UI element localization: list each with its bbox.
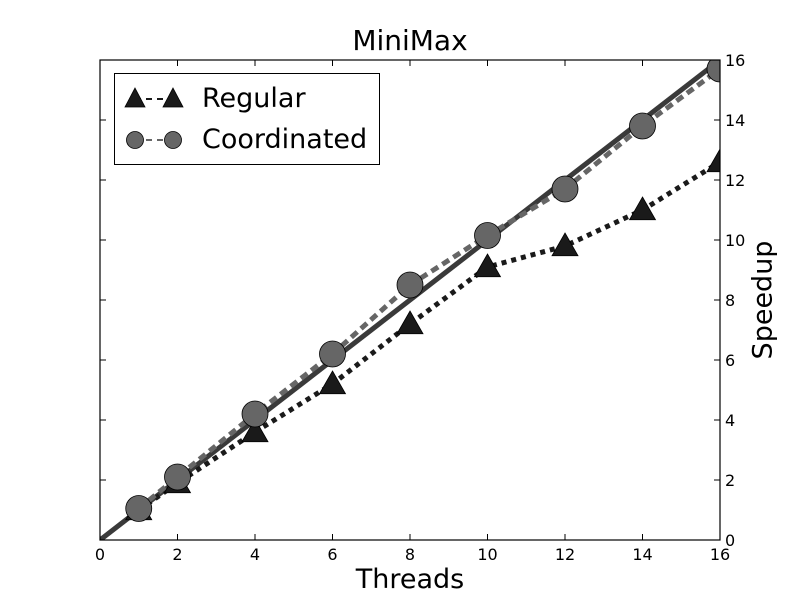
y-tick-label: 16 — [725, 51, 745, 70]
legend-item-regular: Regular — [115, 78, 379, 118]
data-point-regular — [241, 418, 269, 443]
data-point-coordinated — [629, 112, 656, 140]
x-tick-label: 8 — [405, 545, 415, 564]
data-point-coordinated — [396, 271, 424, 299]
y-tick-label: 4 — [725, 411, 735, 430]
y-tick-label: 12 — [725, 171, 745, 190]
data-point-regular — [396, 310, 424, 335]
data-point-coordinated — [164, 463, 191, 491]
data-point-coordinated — [241, 400, 269, 428]
data-point-coordinated — [474, 222, 501, 249]
data-point-regular — [318, 370, 347, 395]
y-tick-label: 6 — [725, 351, 735, 370]
x-tick-label: 12 — [555, 545, 575, 564]
data-point-regular — [706, 148, 720, 173]
x-axis-label: Threads — [355, 564, 465, 595]
data-point-coordinated — [319, 340, 346, 368]
y-tick-label: 14 — [725, 111, 745, 130]
legend-circle-marker — [164, 131, 182, 149]
y-axis-label: Speedup — [747, 240, 779, 360]
data-point-coordinated — [706, 60, 720, 83]
series-markers — [125, 60, 720, 522]
x-tick-label: 4 — [250, 545, 260, 564]
x-tick-label: 16 — [710, 545, 730, 564]
chart-title: MiniMax — [352, 24, 468, 57]
data-point-coordinated — [125, 495, 153, 522]
y-tick-label: 10 — [725, 231, 745, 250]
y-tick-label: 8 — [725, 291, 735, 310]
data-point-regular — [628, 196, 657, 221]
x-tick-label: 2 — [172, 545, 182, 564]
x-tick-label: 0 — [95, 545, 105, 564]
legend-label-coordinated: Coordinated — [202, 124, 368, 155]
series-line-regular — [137, 159, 720, 513]
x-tick-label: 14 — [632, 545, 652, 564]
plot-frame — [99, 59, 721, 541]
legend-circle-marker — [126, 131, 144, 149]
x-tick-label: 6 — [327, 545, 337, 564]
data-point-regular — [473, 253, 502, 278]
legend-item-coordinated: Coordinated — [115, 119, 379, 159]
y-tick-label: 0 — [725, 531, 735, 550]
reference-line — [100, 60, 720, 540]
legend: Regular Coordinated — [114, 73, 380, 165]
legend-triangle-marker — [124, 87, 146, 108]
legend-swatch-coordinated — [126, 131, 182, 149]
x-tick-label: 10 — [477, 545, 497, 564]
legend-triangle-marker — [162, 87, 184, 108]
legend-swatch-regular — [124, 87, 184, 108]
y-tick-label: 2 — [725, 471, 735, 490]
data-point-coordinated — [551, 175, 579, 203]
data-point-regular — [551, 232, 579, 257]
legend-label-regular: Regular — [202, 83, 306, 114]
